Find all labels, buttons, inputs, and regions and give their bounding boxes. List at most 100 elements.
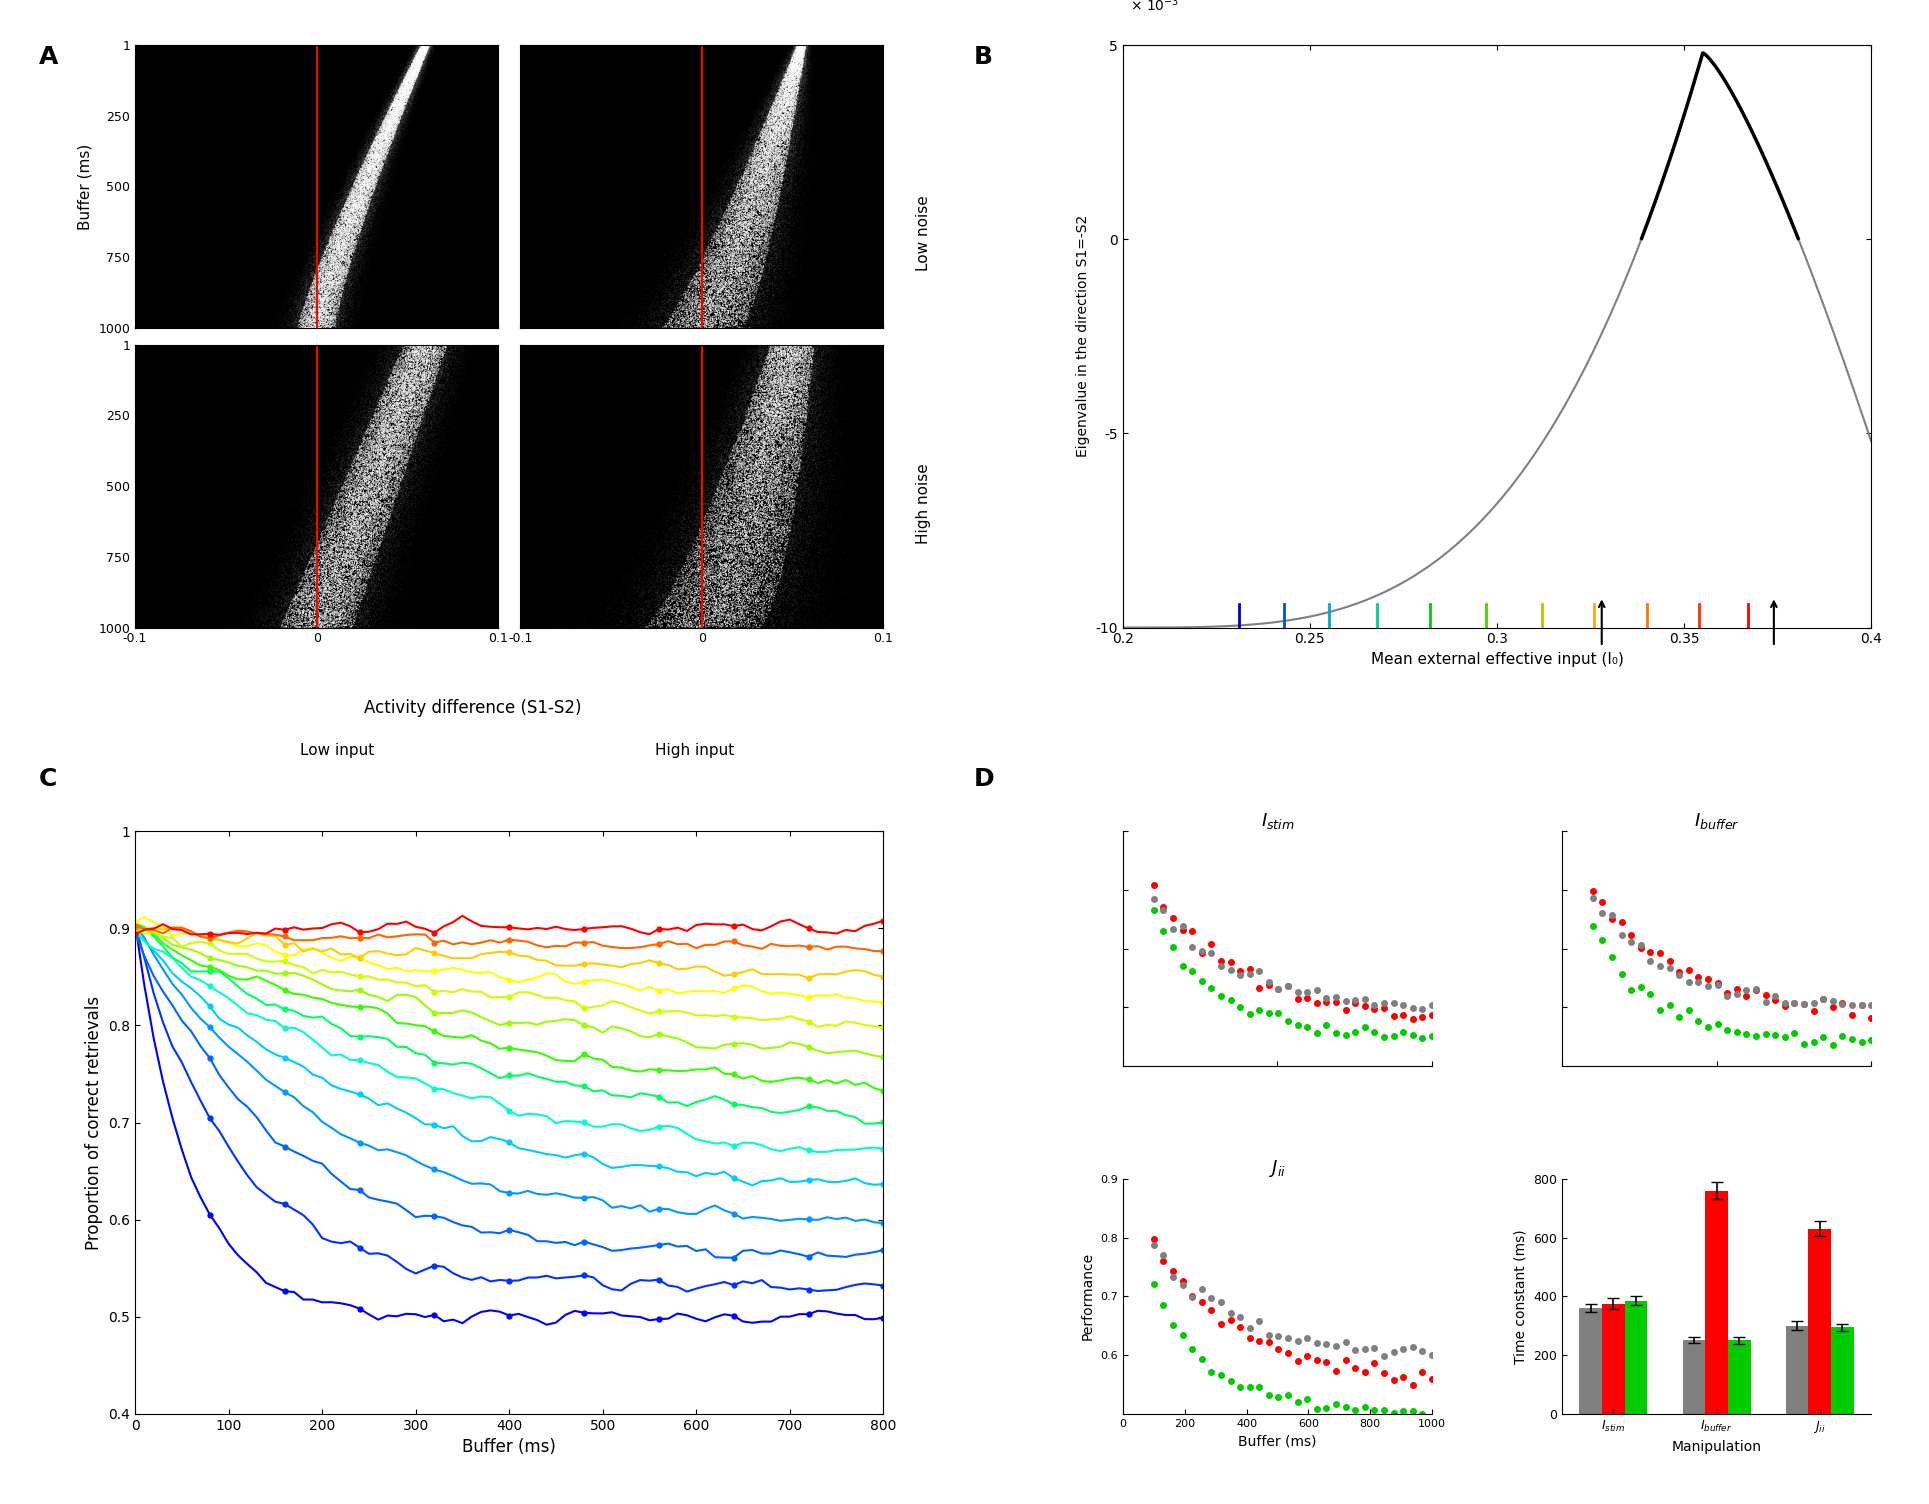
Point bbox=[766, 391, 797, 415]
Point bbox=[320, 567, 351, 591]
Point bbox=[316, 286, 347, 310]
Point bbox=[330, 218, 361, 242]
Point bbox=[702, 250, 733, 274]
Point bbox=[783, 69, 814, 93]
Point bbox=[750, 374, 781, 399]
Point bbox=[714, 382, 745, 406]
Point bbox=[334, 462, 365, 486]
Point bbox=[388, 51, 419, 75]
Point bbox=[785, 36, 816, 60]
Point bbox=[405, 498, 436, 522]
Point bbox=[312, 576, 343, 600]
Point bbox=[760, 134, 791, 158]
Point bbox=[748, 186, 779, 211]
Point bbox=[747, 393, 777, 417]
Point bbox=[276, 475, 307, 499]
Point bbox=[750, 335, 781, 359]
Point bbox=[419, 367, 449, 391]
Point bbox=[367, 418, 397, 442]
Point bbox=[808, 120, 839, 144]
Point bbox=[774, 108, 804, 132]
Point bbox=[754, 391, 785, 415]
Point bbox=[793, 150, 824, 174]
Point bbox=[718, 472, 748, 496]
Point bbox=[401, 409, 432, 433]
Point bbox=[748, 191, 779, 215]
Point bbox=[752, 150, 783, 174]
Point bbox=[390, 338, 421, 362]
Point bbox=[766, 522, 797, 546]
Point bbox=[710, 606, 741, 630]
Point bbox=[652, 569, 683, 593]
Point bbox=[309, 286, 340, 310]
Point bbox=[750, 359, 781, 384]
Point bbox=[349, 158, 380, 182]
Point bbox=[814, 562, 845, 587]
Point bbox=[706, 268, 737, 292]
Point bbox=[392, 113, 422, 137]
Point bbox=[723, 408, 754, 432]
Point bbox=[720, 558, 750, 582]
Point bbox=[725, 540, 756, 564]
Point bbox=[760, 141, 791, 165]
Point bbox=[320, 205, 351, 229]
Point bbox=[702, 448, 733, 472]
Point bbox=[704, 501, 735, 525]
Point bbox=[747, 272, 777, 296]
Point bbox=[309, 570, 340, 594]
Point bbox=[343, 600, 374, 624]
Point bbox=[411, 33, 442, 57]
Point bbox=[756, 162, 787, 186]
Point bbox=[405, 409, 436, 433]
Point bbox=[802, 93, 833, 117]
Point bbox=[752, 188, 783, 212]
Point bbox=[355, 155, 386, 179]
Point bbox=[349, 540, 380, 564]
Point bbox=[370, 132, 401, 156]
Point bbox=[774, 75, 804, 99]
Point bbox=[314, 268, 345, 292]
Point bbox=[403, 414, 434, 438]
Point bbox=[816, 245, 847, 269]
Point bbox=[777, 80, 808, 104]
Point bbox=[326, 578, 357, 602]
Point bbox=[737, 382, 768, 406]
Point bbox=[775, 368, 806, 393]
Point bbox=[691, 238, 721, 262]
Point bbox=[702, 298, 733, 322]
Point bbox=[301, 266, 332, 290]
Point bbox=[752, 573, 783, 597]
Point bbox=[802, 486, 833, 510]
Point bbox=[367, 403, 397, 427]
Point bbox=[403, 39, 434, 63]
Point bbox=[395, 69, 426, 93]
Point bbox=[320, 502, 351, 526]
Point bbox=[737, 116, 768, 140]
Point bbox=[747, 244, 777, 268]
Point bbox=[764, 376, 795, 400]
Point bbox=[706, 575, 737, 599]
Point bbox=[419, 368, 449, 393]
Point bbox=[394, 59, 424, 83]
Point bbox=[768, 128, 799, 152]
Point bbox=[230, 597, 260, 621]
Point bbox=[729, 212, 760, 236]
Point bbox=[388, 69, 419, 93]
Point bbox=[772, 373, 802, 397]
Point bbox=[336, 183, 367, 208]
Point bbox=[374, 420, 405, 444]
Point bbox=[770, 523, 801, 547]
Point bbox=[363, 612, 394, 636]
Point bbox=[729, 144, 760, 168]
Point bbox=[797, 253, 828, 277]
Point bbox=[708, 471, 739, 495]
Point bbox=[340, 226, 370, 250]
Point bbox=[384, 122, 415, 146]
Point bbox=[731, 301, 762, 325]
Point bbox=[376, 374, 407, 399]
Point bbox=[376, 480, 407, 504]
Point bbox=[764, 465, 795, 489]
Point bbox=[775, 403, 806, 427]
Point bbox=[791, 346, 822, 370]
Point bbox=[666, 578, 696, 602]
